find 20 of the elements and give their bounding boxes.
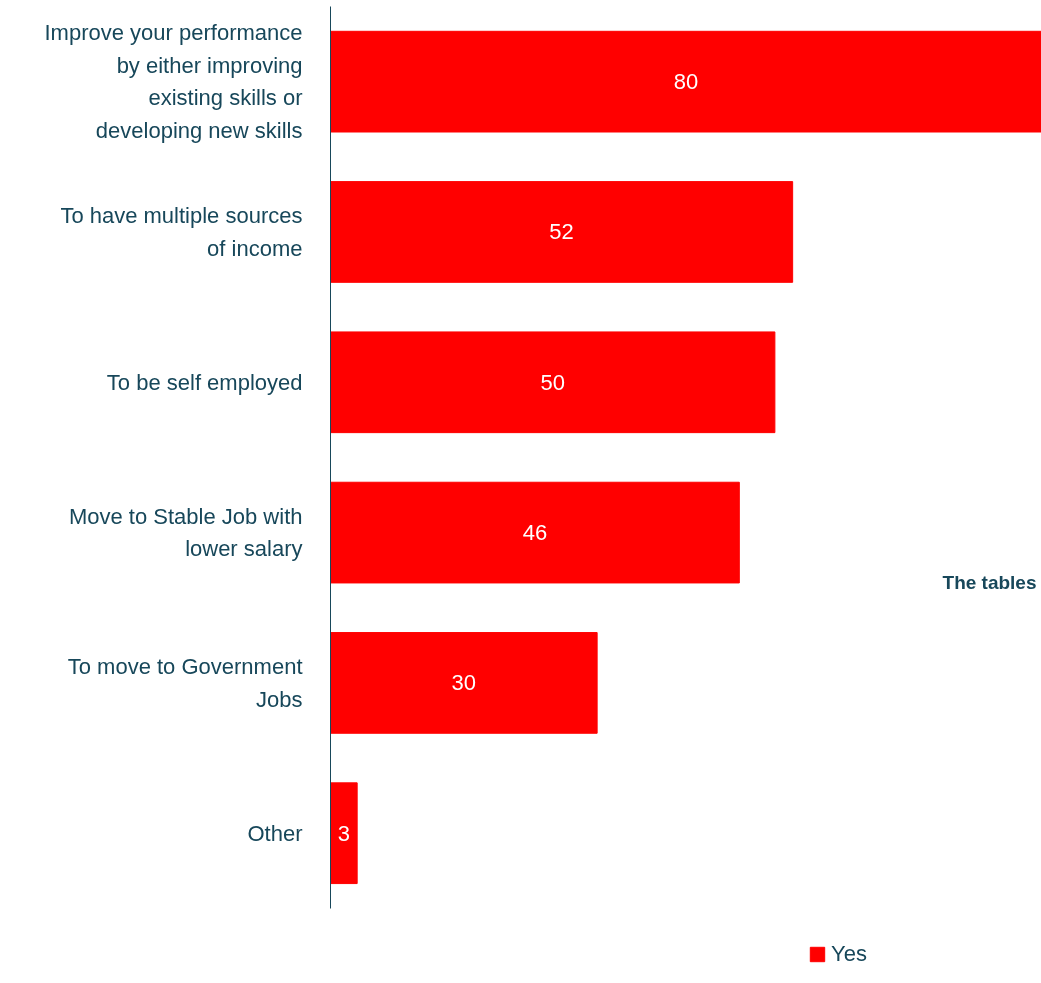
y-tick-label: To have multiple sources of income bbox=[60, 203, 303, 261]
data-label: 52 bbox=[549, 219, 574, 245]
bar bbox=[330, 181, 794, 283]
data-label: 80 bbox=[673, 69, 699, 95]
data-label: 3 bbox=[337, 820, 350, 846]
annotation: The tables bbox=[942, 571, 1037, 593]
y-tick-label: To be self employed bbox=[106, 369, 303, 395]
bar bbox=[330, 331, 776, 434]
data-label: 46 bbox=[522, 520, 548, 546]
y-tick-label: To move to Government Jobs bbox=[67, 654, 303, 712]
bar bbox=[330, 481, 740, 584]
legend-label: Yes bbox=[831, 941, 867, 967]
y-tick-label: Move to Stable Job with lower salary bbox=[68, 503, 303, 562]
y-tick-label: Other bbox=[247, 820, 303, 846]
data-label: 30 bbox=[451, 670, 477, 696]
bar bbox=[330, 782, 358, 885]
y-tick-label: Improve your performance by either improving existing skills or developing new skills bbox=[44, 20, 303, 143]
bar bbox=[330, 632, 598, 734]
data-label: 50 bbox=[540, 369, 565, 395]
bar bbox=[330, 30, 1041, 133]
